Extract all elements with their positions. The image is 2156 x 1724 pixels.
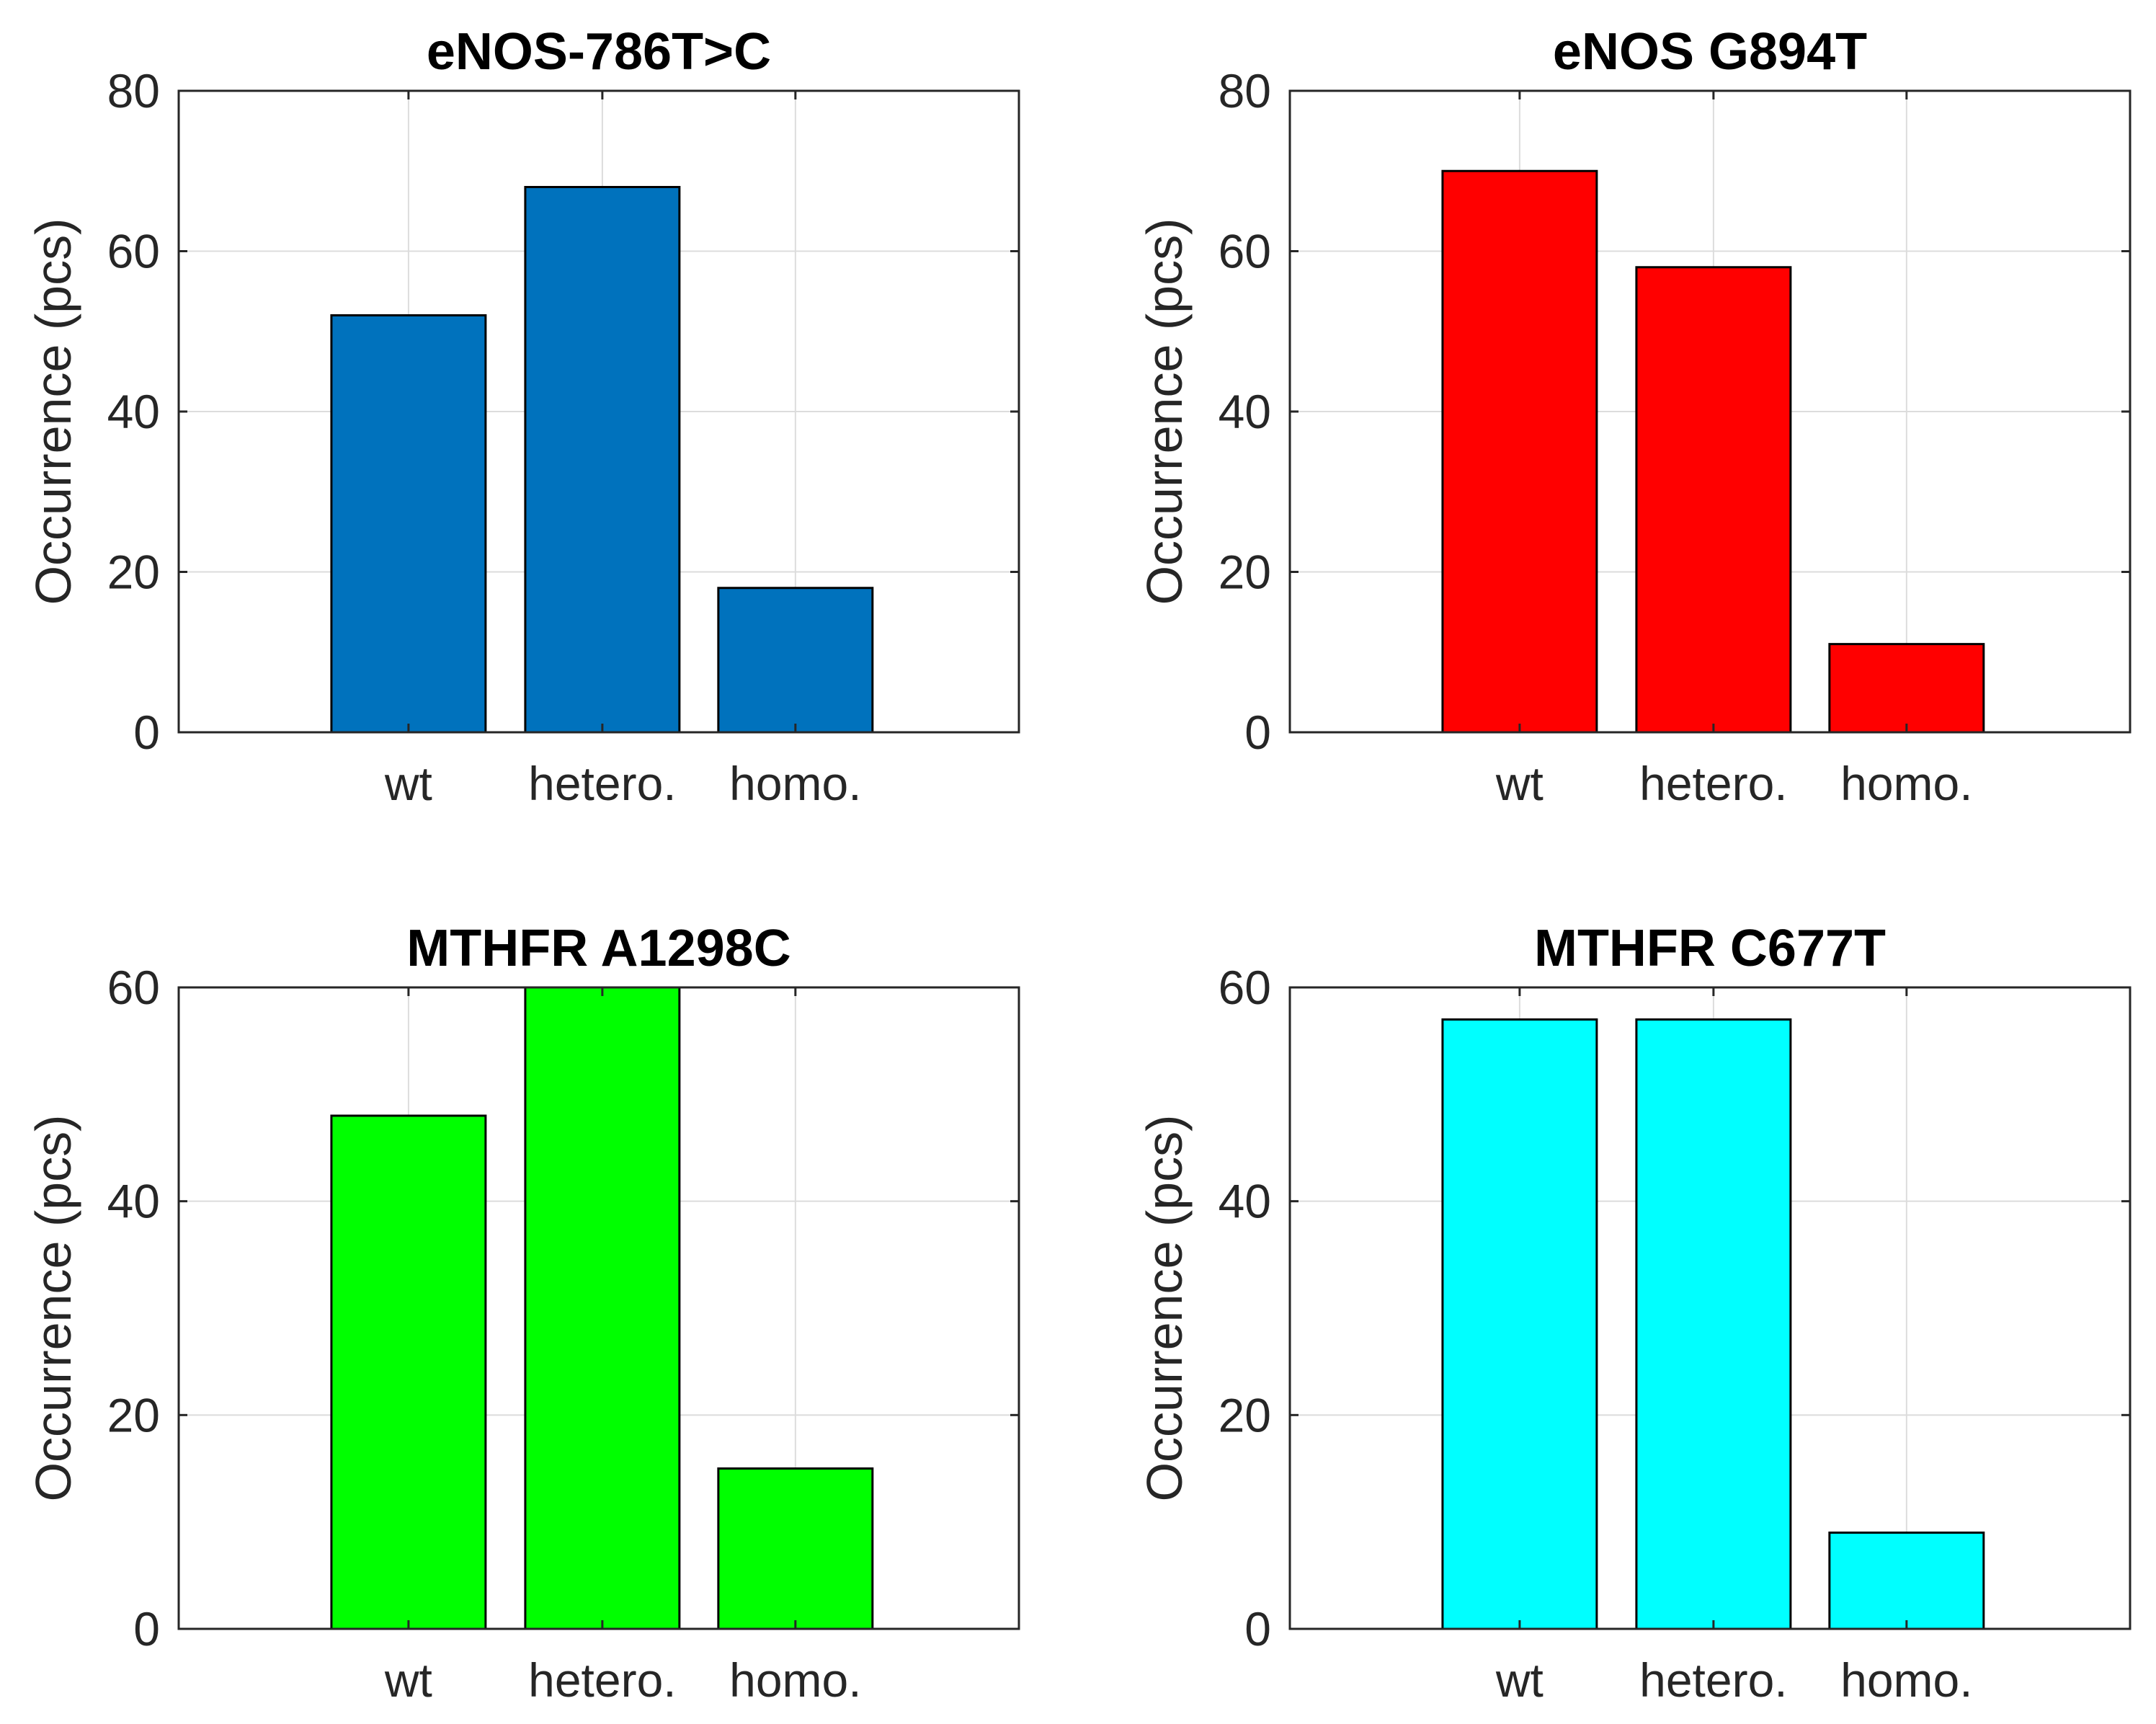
- y-tick-label: 60: [1219, 961, 1271, 1014]
- x-tick-label: wt: [384, 1653, 432, 1707]
- axes-box: [177, 986, 1020, 1630]
- y-tick-label: 80: [107, 64, 160, 117]
- x-tick-label: wt: [1495, 1653, 1544, 1707]
- y-axis-label: Occurrence (pcs): [1136, 1115, 1193, 1502]
- y-axis-label: Occurrence (pcs): [25, 1115, 81, 1502]
- y-tick-label: 20: [107, 546, 160, 599]
- x-tick-label: wt: [384, 757, 432, 810]
- chart-title: eNOS-786T>C: [427, 23, 771, 81]
- y-axis-label: Occurrence (pcs): [25, 218, 81, 605]
- x-tick-label: hetero.: [1639, 757, 1787, 810]
- bar-homo: [1828, 643, 1985, 734]
- chart-panel-4: 0 20 40 60 wt hetero. homo. MTHFR C677T Occurren…: [1136, 920, 2132, 1707]
- x-tick-label: homo.: [729, 757, 861, 810]
- y-tick-label: 40: [1219, 385, 1271, 438]
- y-tick-label: 80: [1219, 64, 1271, 117]
- axes-box: [1288, 986, 2132, 1630]
- y-tick-label: 20: [1219, 546, 1271, 599]
- bar-hetero: [524, 986, 681, 1630]
- y-tick-label: 20: [1219, 1388, 1271, 1441]
- y-tick-label: 0: [1244, 1602, 1271, 1656]
- chart-title: eNOS G894T: [1553, 23, 1867, 81]
- y-tick-label: 60: [107, 961, 160, 1014]
- y-tick-label: 0: [1244, 706, 1271, 759]
- y-tick-label: 0: [133, 1602, 160, 1656]
- chart-title: MTHFR C677T: [1534, 920, 1886, 977]
- bar-wt: [1441, 169, 1598, 734]
- x-tick-label: hetero.: [1639, 1653, 1787, 1707]
- bar-hetero: [1635, 1018, 1792, 1630]
- y-tick-label: 40: [107, 1175, 160, 1228]
- y-tick-label: 40: [107, 385, 160, 438]
- y-tick-label: 40: [1219, 1175, 1271, 1228]
- y-tick-label: 0: [133, 706, 160, 759]
- bar-wt: [330, 314, 487, 734]
- chart-panel-2: 0 20 40 60 80 wt hetero. homo. eNOS G894T Occurre…: [1136, 23, 2132, 810]
- chart-panel-3: 0 20 40 60 wt hetero. homo. MTHFR A1298C Occurre…: [25, 920, 1020, 1707]
- chart-panel-1: 0 20 40 60 80 wt hetero. homo. eNOS-786T>C Occurr…: [25, 23, 1020, 810]
- bar-hetero: [524, 186, 681, 734]
- y-tick-label: 60: [1219, 225, 1271, 278]
- x-tick-label: hetero.: [528, 757, 676, 810]
- y-tick-label: 20: [107, 1388, 160, 1441]
- y-axis-label: Occurrence (pcs): [1136, 218, 1193, 605]
- y-tick-label: 60: [107, 225, 160, 278]
- x-tick-label: homo.: [1840, 1653, 1972, 1707]
- bar-hetero: [1635, 266, 1792, 734]
- x-tick-label: hetero.: [528, 1653, 676, 1707]
- chart-title: MTHFR A1298C: [406, 920, 790, 977]
- bar-wt: [1441, 1018, 1598, 1630]
- bar-wt: [330, 1114, 487, 1630]
- bar-homo: [1828, 1532, 1985, 1630]
- x-tick-label: wt: [1495, 757, 1544, 810]
- x-tick-label: homo.: [729, 1653, 861, 1707]
- bar-homo: [717, 1467, 874, 1630]
- bar-homo: [717, 587, 874, 734]
- x-tick-label: homo.: [1840, 757, 1972, 810]
